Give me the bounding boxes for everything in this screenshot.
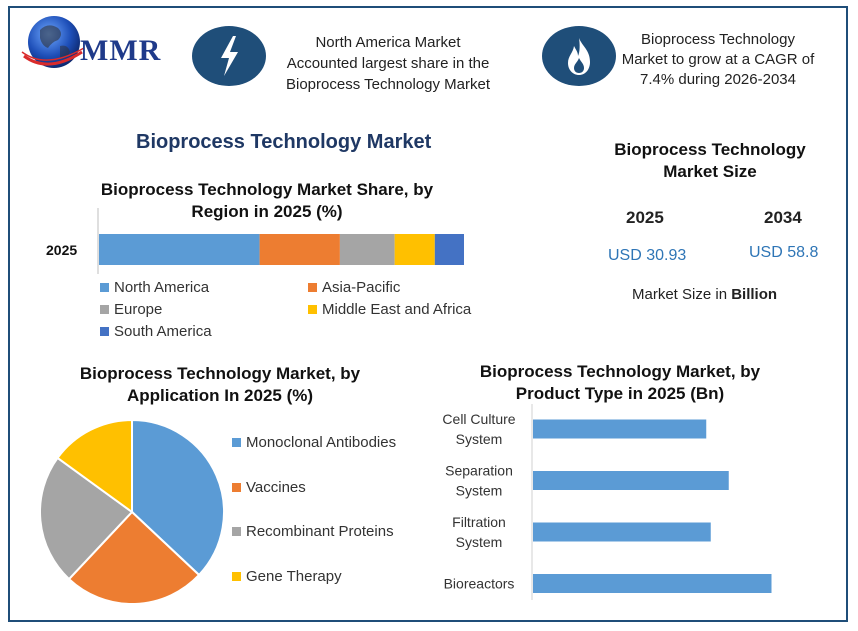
product-bar <box>533 419 707 439</box>
product-category-label: Bioreactors <box>444 576 515 592</box>
product-category-label: Cell Culture <box>442 411 515 427</box>
legend-label: Gene Therapy <box>246 567 342 585</box>
region-stacked-bar-chart: 2025 <box>46 208 464 274</box>
product-bar <box>533 471 729 490</box>
region-legend-item: South America <box>100 323 212 340</box>
legend-label: South America <box>114 323 212 340</box>
product-category-label: Filtration <box>452 514 506 530</box>
legend-swatch <box>232 571 241 581</box>
market-size-title-line: Market Size <box>663 162 757 181</box>
legend-label: Asia-Pacific <box>322 279 401 296</box>
product-category-label: System <box>456 483 503 499</box>
market-size-title-line: Bioprocess Technology <box>614 140 806 159</box>
application-legend: Monoclonal Antibodies Vaccines Recombinant… <box>232 434 432 604</box>
flame-badge <box>542 26 616 86</box>
callout-line: Market to grow at a CAGR of <box>621 51 815 68</box>
application-legend-item: Gene Therapy <box>232 568 342 585</box>
legend-swatch <box>232 438 241 447</box>
region-bar-segment <box>339 234 395 265</box>
legend-label: Monoclonal Antibodies <box>246 434 397 451</box>
region-legend-item: Europe <box>100 301 162 318</box>
application-legend-item: Vaccines <box>232 479 306 496</box>
legend-label: Vaccines <box>246 478 306 496</box>
product-category-label: Separation <box>445 463 513 479</box>
value-2034: USD 58.8 <box>749 244 819 261</box>
region-legend-item: Asia-Pacific <box>308 279 400 296</box>
north-america-callout: North America Market Accounted largest s… <box>270 32 506 95</box>
market-size-title: Bioprocess Technology Market Size <box>600 139 820 183</box>
legend-label: Middle East and Africa <box>322 301 472 318</box>
region-bar-segment <box>259 234 340 265</box>
region-legend-item: North America <box>100 279 209 296</box>
region-bar-segment <box>394 234 435 265</box>
legend-label: Recombinant Proteins <box>246 523 394 540</box>
lightning-icon <box>221 36 238 76</box>
product-chart-title: Bioprocess Technology Market, by Product… <box>479 362 761 403</box>
callout-line: 7.4% during 2026-2034 <box>640 71 796 88</box>
main-title: Bioprocess Technology Market <box>136 131 432 153</box>
product-category-label: System <box>456 534 503 550</box>
note-unit: Billion <box>731 286 778 303</box>
legend-swatch <box>308 283 317 292</box>
application-legend-item: Monoclonal Antibodies <box>232 434 396 451</box>
callout-line: Bioprocess Technology <box>641 31 795 48</box>
pie-slice <box>67 510 201 605</box>
legend-swatch <box>100 305 109 314</box>
callout-line: North America Market <box>315 34 461 51</box>
pie-slice <box>56 418 133 514</box>
legend-label: North America <box>114 279 210 296</box>
region-legend: North America Asia-Pacific Europe Middle Ea… <box>100 279 520 345</box>
cagr-callout: Bioprocess Technology Market to grow at … <box>616 30 820 90</box>
infographic-frame <box>8 6 848 622</box>
region-category-label: 2025 <box>46 242 77 258</box>
logo-text: MMR <box>80 34 162 67</box>
region-legend-item: Middle East and Africa <box>308 301 471 318</box>
application-chart-title: Bioprocess Technology Market, by Applica… <box>79 364 361 405</box>
application-legend-item: Recombinant Proteins <box>232 523 394 540</box>
region-bar-segment <box>99 234 260 265</box>
lightning-badge <box>192 26 266 86</box>
note-prefix: Market Size in <box>632 286 732 303</box>
product-category-label: System <box>456 431 503 447</box>
region-bar-segment <box>434 234 464 265</box>
pie-slice <box>39 456 134 581</box>
legend-label: Europe <box>114 301 163 318</box>
mmr-logo: MMR <box>18 12 178 76</box>
legend-swatch <box>100 283 109 292</box>
application-pie-chart <box>39 418 225 605</box>
product-bar-chart: Cell Culture System Separation System Filtra… <box>442 404 772 600</box>
flame-icon <box>568 38 590 75</box>
callout-line: Accounted largest share in the <box>286 55 490 72</box>
globe-icon <box>21 16 85 68</box>
region-chart-title: Bioprocess Technology Market Share, by R… <box>100 180 434 221</box>
legend-swatch <box>232 527 241 536</box>
year-2034-label: 2034 <box>764 208 802 227</box>
legend-swatch <box>232 482 241 492</box>
product-bar <box>533 574 772 593</box>
product-bar <box>533 522 711 542</box>
market-size-note: Market Size in Billion <box>632 286 777 303</box>
value-2025: USD 30.93 <box>608 247 687 264</box>
year-2025-label: 2025 <box>626 208 664 227</box>
callout-line: Bioprocess Technology Market <box>286 76 490 93</box>
pie-slice <box>131 418 225 577</box>
legend-swatch <box>308 305 317 314</box>
legend-swatch <box>100 327 109 336</box>
